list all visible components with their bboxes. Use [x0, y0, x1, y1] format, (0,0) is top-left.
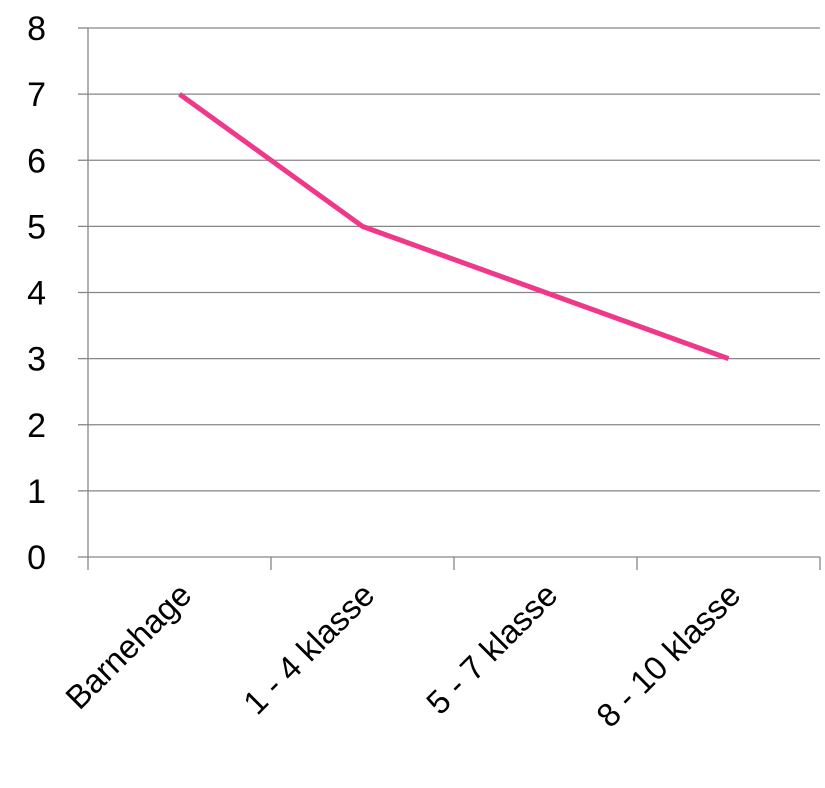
y-tick-label-3: 3 [27, 341, 46, 379]
y-tick-label-6: 6 [27, 142, 46, 180]
y-tick-label-5: 5 [27, 208, 46, 246]
x-tick-label-1: 1 - 4 klasse [236, 576, 381, 721]
x-tick-label-3: 8 - 10 klasse [589, 576, 747, 734]
x-axis-tick-labels: Barnehage 1 - 4 klasse 5 - 7 klasse 8 - 10 … [58, 576, 747, 734]
y-tick-label-1: 1 [27, 473, 46, 511]
series-line-0 [178, 92, 730, 361]
y-tick-label-0: 0 [27, 539, 46, 577]
y-axis-tick-labels: 0 1 2 3 4 5 6 7 8 [27, 10, 46, 577]
axes [78, 27, 821, 570]
series-layer [178, 92, 730, 361]
y-tick-label-4: 4 [27, 275, 46, 313]
x-tick-label-2: 5 - 7 klasse [419, 576, 564, 721]
y-tick-label-2: 2 [27, 407, 46, 445]
x-tick-label-0: Barnehage [58, 576, 198, 716]
y-tick-label-7: 7 [27, 76, 46, 114]
y-tick-label-8: 8 [27, 10, 46, 48]
gridlines [88, 27, 820, 492]
